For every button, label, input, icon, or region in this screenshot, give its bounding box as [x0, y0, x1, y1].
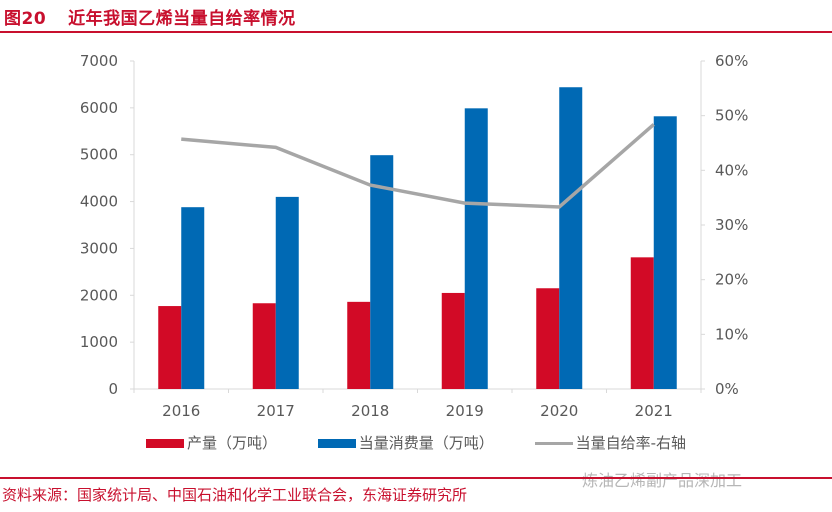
left-tick-label: 7000: [80, 52, 118, 70]
bar-production: [441, 292, 465, 389]
x-tick-label: 2019: [446, 402, 484, 420]
right-tick-label: 60%: [715, 52, 748, 70]
chart: 0 1000 2000 3000 4000 5000 6000 7000 0% 10% 20% 30%…: [80, 52, 749, 420]
bar-consumption: [653, 116, 677, 389]
x-tick-label: 2018: [351, 402, 389, 420]
legend-swatch: [534, 442, 573, 445]
bar-production: [252, 303, 276, 389]
bar-consumption: [275, 196, 299, 389]
line-self-sufficiency: [181, 123, 655, 209]
right-tick-label: 30%: [715, 216, 748, 234]
left-tick-label: 2000: [80, 286, 118, 304]
bar-consumption: [181, 207, 205, 389]
bar-consumption: [370, 155, 394, 389]
x-tick-label: 2020: [540, 402, 578, 420]
bar-production: [630, 257, 654, 389]
source-note: 资料来源：国家统计局、中国石油和化学工业联合会，东海证券研究所: [2, 486, 468, 504]
legend-label: 当量自给率-右轴: [575, 434, 686, 452]
legend: 产量（万吨） 当量消费量（万吨） 当量自给率-右轴: [0, 432, 832, 453]
legend-label: 产量（万吨）: [186, 434, 277, 452]
bar-production: [536, 288, 560, 389]
watermark: 炼油乙烯副产品深加工: [582, 471, 743, 490]
right-tick-label: 10%: [715, 325, 748, 343]
legend-swatch: [145, 439, 184, 448]
left-tick-label: 1000: [80, 333, 118, 351]
right-tick-label: 50%: [715, 107, 748, 125]
legend-swatch: [317, 439, 356, 448]
right-tick-label: 40%: [715, 161, 748, 179]
bar-consumption: [559, 87, 583, 390]
bar-consumption: [464, 108, 488, 389]
source-divider: [0, 477, 832, 479]
left-tick-label: 6000: [80, 99, 118, 117]
x-tick-label: 2016: [162, 402, 200, 420]
legend-item-consumption: 当量消费量（万吨）: [317, 432, 494, 453]
legend-item-ratio: 当量自给率-右轴: [534, 432, 686, 453]
left-tick-label: 0: [108, 380, 118, 398]
title-divider: [0, 31, 832, 33]
bar-production: [158, 306, 182, 389]
legend-label: 当量消费量（万吨）: [358, 434, 494, 452]
figure-number: 图20: [4, 9, 47, 29]
right-tick-label: 20%: [715, 271, 748, 289]
left-tick-label: 5000: [80, 146, 118, 164]
right-tick-label: 0%: [715, 380, 739, 398]
x-tick-label: 2017: [257, 402, 295, 420]
left-tick-label: 3000: [80, 239, 118, 257]
left-tick-label: 4000: [80, 193, 118, 211]
legend-item-production: 产量（万吨）: [145, 432, 277, 453]
bar-production: [347, 301, 371, 389]
figure-title: 图20 近年我国乙烯当量自给率情况: [4, 4, 318, 29]
figure-title-text: 近年我国乙烯当量自给率情况: [68, 9, 296, 29]
x-tick-label: 2021: [635, 402, 673, 420]
